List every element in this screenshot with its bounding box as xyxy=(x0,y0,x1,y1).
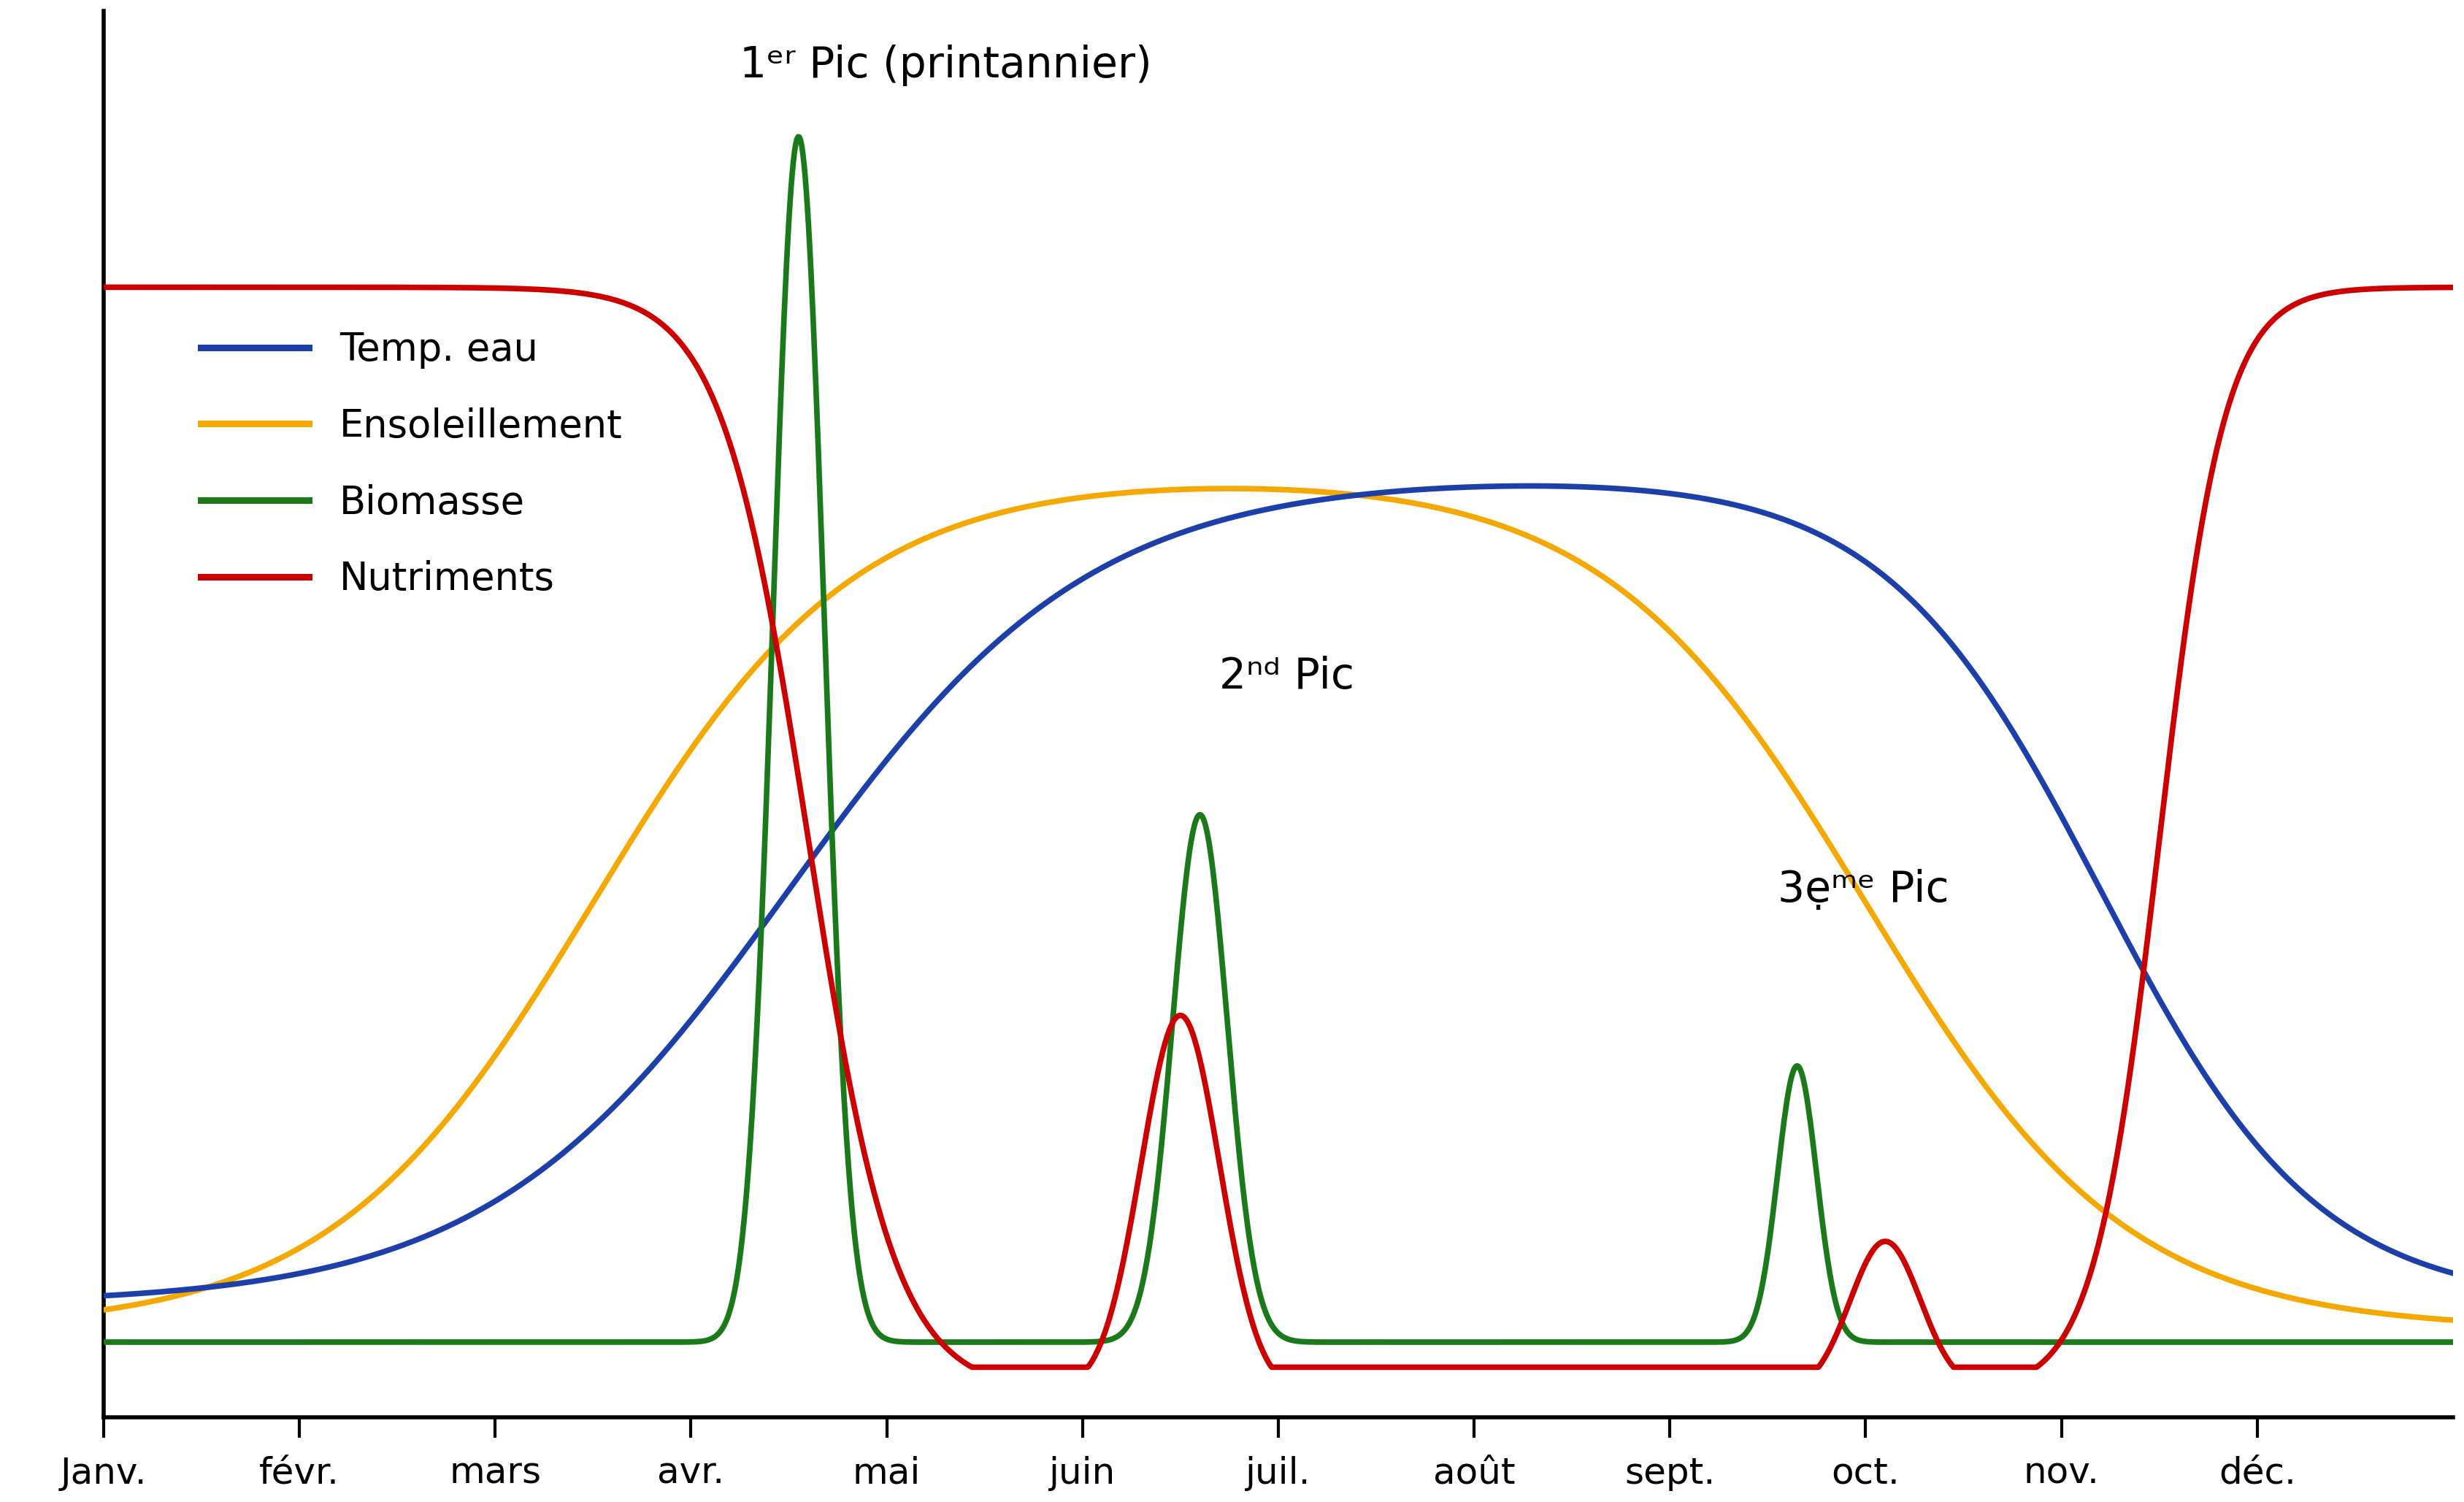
Text: 3ẹᵐᵉ Pic: 3ẹᵐᵉ Pic xyxy=(1777,870,1949,910)
Text: 2ⁿᵈ Pic: 2ⁿᵈ Pic xyxy=(1220,656,1355,697)
Text: 1ᵉʳ Pic (printannier): 1ᵉʳ Pic (printannier) xyxy=(739,45,1151,86)
Legend: Temp. eau, Ensoleillement, Biomasse, Nutriments: Temp. eau, Ensoleillement, Biomasse, Nut… xyxy=(182,311,641,617)
